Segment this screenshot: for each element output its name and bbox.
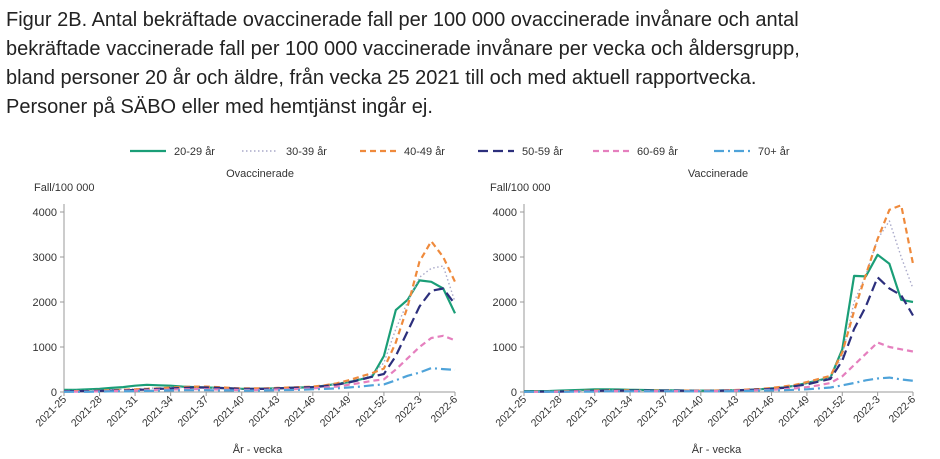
y-tick-label: 4000 [493, 207, 517, 219]
y-tick-label: 0 [511, 387, 517, 399]
x-tick-label: 2021-43 [706, 394, 742, 430]
chart-title: Ovaccinerade [226, 168, 294, 180]
x-tick-label: 2022-6 [429, 394, 461, 426]
series-line-30-39-r [64, 265, 456, 392]
legend-item: 20-29 år [130, 146, 215, 158]
x-tick-label: 2021-49 [318, 394, 354, 430]
x-tick-label: 2021-43 [247, 394, 283, 430]
figure-title-line: bekräftade vaccinerade fall per 100 000 … [6, 38, 800, 60]
legend-item: 40-49 år [360, 146, 445, 158]
x-tick-label: 2021-46 [741, 394, 777, 430]
x-tick-label: 2021-46 [282, 394, 318, 430]
y-tick-label: 1000 [493, 342, 517, 354]
legend-item: 50-59 år [478, 146, 563, 158]
legend-label: 20-29 år [174, 146, 215, 158]
x-tick-label: 2022-6 [887, 394, 919, 426]
figure-title-line: Figur 2B. Antal bekräftade ovaccinerade … [6, 9, 799, 31]
series-line-50-59-r [524, 276, 914, 393]
x-axis-label: År - vecka [233, 443, 283, 456]
y-tick-label: 1000 [33, 342, 57, 354]
x-tick-label: 2021-34 [599, 394, 635, 430]
series-line-60-69-r [524, 341, 914, 393]
x-tick-label: 2021-37 [635, 394, 671, 430]
x-tick-label: 2022-3 [393, 394, 425, 426]
y-tick-label: 2000 [33, 297, 57, 309]
x-tick-label: 2021-40 [211, 394, 247, 430]
legend-item: 60-69 år [593, 146, 678, 158]
legend-item: 70+ år [714, 146, 790, 158]
y-axis-label: Fall/100 000 [34, 182, 95, 194]
x-tick-label: 2021-49 [776, 394, 812, 430]
y-tick-label: 0 [51, 387, 57, 399]
x-tick-label: 2021-31 [104, 394, 140, 430]
series-line-40-49-r [64, 240, 456, 393]
chart-ovaccinerade: Ovaccinerade Fall/100 000 0 1000 2000 3000 400… [33, 168, 461, 456]
x-axis-label: År - vecka [692, 443, 742, 456]
legend-label: 50-59 år [522, 146, 563, 158]
chart-vaccinerade: Vaccinerade Fall/100 000 0 1000 2000 3000 4000… [490, 168, 918, 456]
series-line-70+-r [64, 367, 456, 393]
y-tick-label: 4000 [33, 207, 57, 219]
x-tick-label: 2021-52 [353, 394, 389, 430]
y-tick-label: 3000 [493, 252, 517, 264]
y-axis-label: Fall/100 000 [490, 182, 551, 194]
x-tick-label: 2021-37 [176, 394, 212, 430]
y-tick-label: 2000 [493, 297, 517, 309]
x-tick-label: 2022-3 [851, 394, 883, 426]
legend-item: 30-39 år [242, 146, 327, 158]
legend-label: 70+ år [758, 146, 790, 158]
legend-label: 40-49 år [404, 146, 445, 158]
figure-title-line: Personer på SÄBO eller med hemtjänst ing… [6, 96, 433, 118]
series-line-60-69-r [64, 334, 456, 393]
series-line-70+-r [524, 376, 914, 393]
y-tick-label: 3000 [33, 252, 57, 264]
chart-title: Vaccinerade [688, 168, 748, 180]
series-line-40-49-r [524, 204, 915, 393]
legend-label: 30-39 år [286, 146, 327, 158]
series-line-20-29-r [64, 279, 456, 391]
figure-title: Figur 2B. Antal bekräftade ovaccinerade … [6, 6, 931, 122]
x-tick-label: 2021-31 [564, 394, 600, 430]
x-tick-label: 2021-52 [812, 394, 848, 430]
x-tick-label: 2021-28 [529, 394, 565, 430]
legend-label: 60-69 år [637, 146, 678, 158]
x-tick-label: 2021-40 [670, 394, 706, 430]
x-tick-label: 2021-28 [69, 394, 105, 430]
figure-title-line: bland personer 20 år och äldre, från vec… [6, 67, 757, 89]
series-line-20-29-r [524, 253, 914, 393]
x-tick-label: 2021-34 [140, 394, 176, 430]
